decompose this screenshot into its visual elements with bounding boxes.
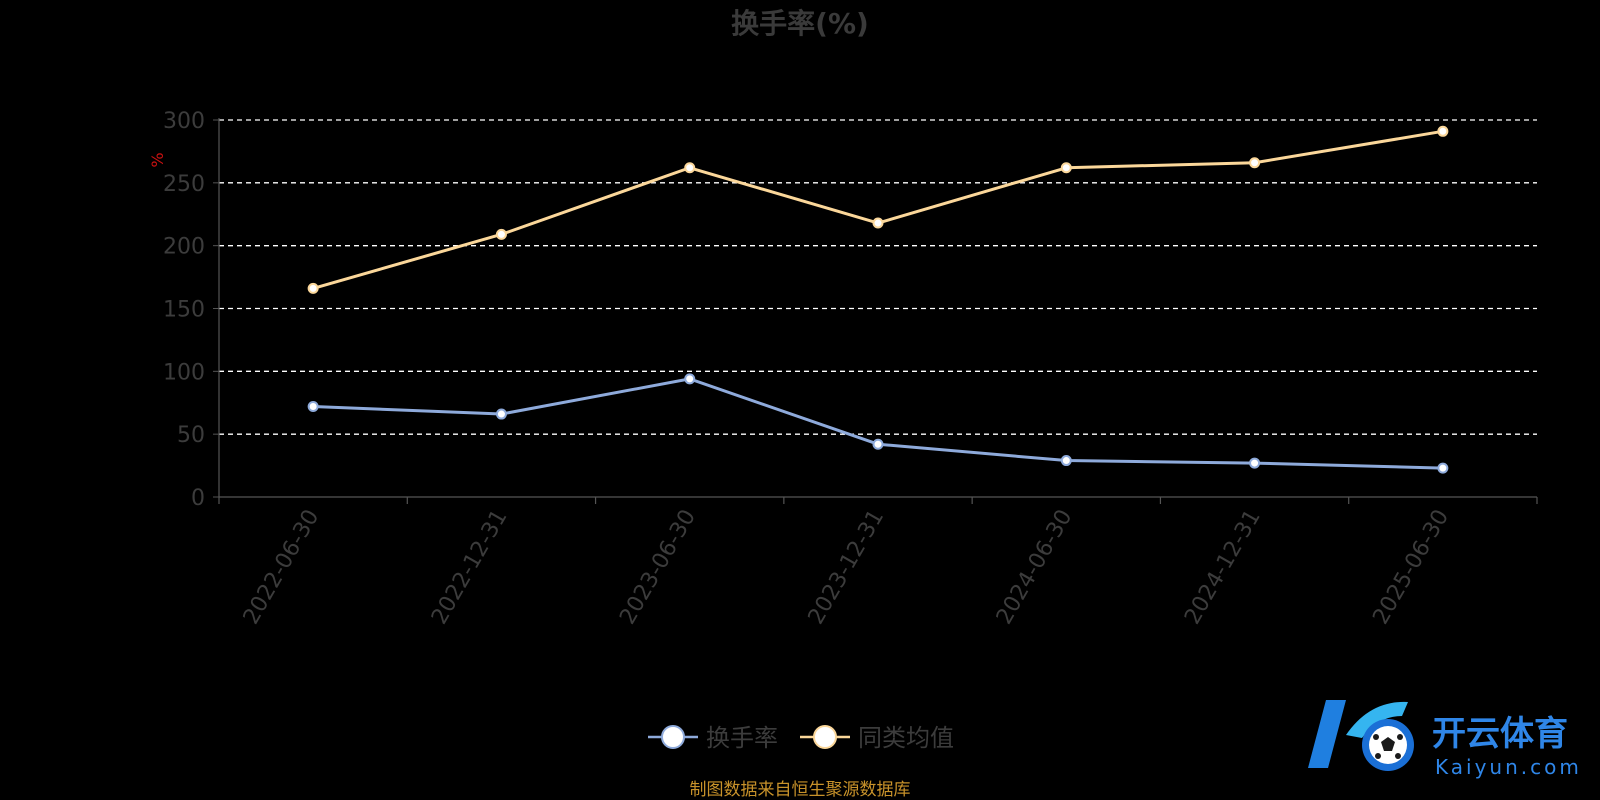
k-ball-logo-icon [1308,700,1414,771]
watermark-logo: 开云体育 Kaiyun.com [1308,700,1582,779]
x-tick-label: 2023-12-31 [804,506,890,629]
data-point[interactable] [307,282,319,294]
data-point[interactable] [1249,457,1261,469]
data-point[interactable] [307,401,319,413]
y-tick-label: 200 [163,235,205,260]
data-point[interactable] [1060,455,1072,467]
data-point[interactable] [872,217,884,229]
legend[interactable]: 换手率 同类均值 [648,724,954,752]
series-line-0 [313,377,1443,470]
data-point[interactable] [1437,462,1449,474]
legend-label: 同类均值 [858,724,954,752]
axes [213,118,1538,504]
gridlines [219,119,1537,435]
y-tick-label: 50 [177,423,205,448]
watermark-domain: Kaiyun.com [1435,755,1582,779]
x-tick-label: 2024-06-30 [992,506,1078,629]
data-point[interactable] [1437,125,1449,137]
y-tick-label: 100 [163,360,205,385]
x-tick-label: 2025-06-30 [1368,506,1454,629]
y-tick-label: 250 [163,172,205,197]
series-line-1 [312,129,1444,290]
x-tick-label: 2022-12-31 [427,506,513,629]
x-tick-labels: 2022-06-30 2022-12-31 2023-06-30 2023-12-31… [239,506,1454,629]
series-group [307,125,1449,474]
data-source-note: 制图数据来自恒生聚源数据库 [690,780,911,800]
legend-label: 换手率 [706,724,778,752]
y-tick-label: 300 [163,109,205,134]
x-tick-label: 2023-06-30 [615,506,701,629]
y-tick-label: 0 [191,486,205,511]
data-point[interactable] [1249,157,1261,169]
y-tick-labels: 0 50 100 150 200 250 300 [163,109,205,511]
watermark-name: 开云体育 [1432,714,1568,754]
legend-item-0[interactable]: 换手率 [648,724,778,752]
legend-item-1[interactable]: 同类均值 [800,724,954,752]
data-point[interactable] [1060,162,1072,174]
legend-marker-icon [813,725,837,749]
data-point[interactable] [872,438,884,450]
chart-title: 换手率(%) [731,7,869,40]
y-axis-unit: % [148,152,167,167]
data-point[interactable] [684,373,696,385]
x-tick-label: 2024-12-31 [1180,506,1266,629]
y-tick-label: 150 [163,298,205,323]
data-point[interactable] [684,162,696,174]
legend-marker-icon [661,725,685,749]
data-point[interactable] [495,408,507,420]
x-tick-label: 2022-06-30 [239,506,325,629]
data-point[interactable] [495,228,507,240]
